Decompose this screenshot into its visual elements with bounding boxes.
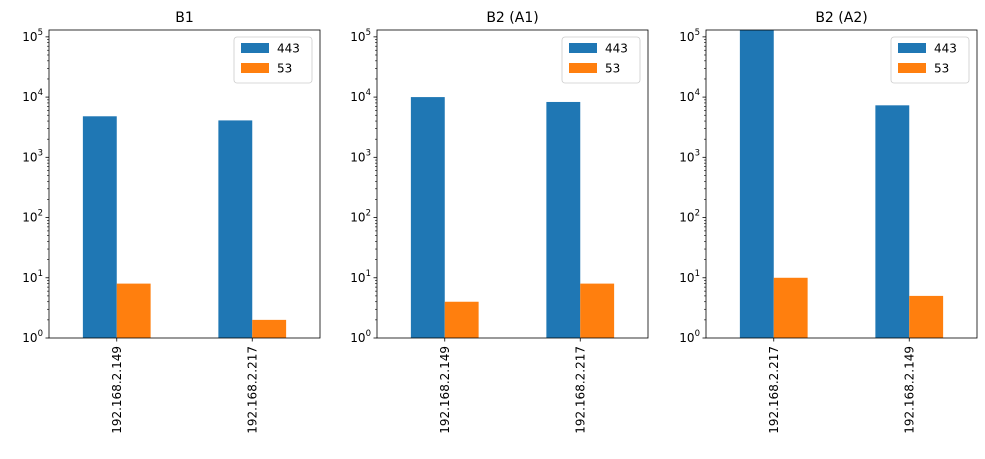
bar [252,319,287,338]
y-tick-label: 104 [350,88,371,104]
y-tick-label: 103 [679,148,700,164]
y-tick-label: 103 [350,148,371,164]
legend-label: 53 [934,62,949,76]
legend-swatch [898,43,926,53]
x-tick-label: 192.168.2.149 [902,346,916,434]
bar [82,116,117,339]
bar [580,283,615,338]
bar [875,105,910,338]
legend-label: 443 [277,42,300,56]
x-tick-label: 192.168.2.217 [573,346,587,434]
y-tick-label: 105 [679,28,700,44]
legend-swatch [569,43,597,53]
y-tick-label: 104 [22,88,43,104]
legend-swatch [241,63,269,73]
legend-label: 53 [605,62,620,76]
y-tick-label: 102 [350,209,371,225]
legend-swatch [241,43,269,53]
chart-panel-2: B2 (A1) 100 101 102 103 104 105 192.168.2.149 19… [350,10,649,434]
x-tick-label: 192.168.2.149 [438,346,452,434]
chart-panel-1: B1 100 101 102 103 104 105 192.168.2.149 192.168… [22,10,321,434]
y-tick-label: 101 [350,269,371,285]
bar [739,30,774,338]
y-tick-label: 103 [22,148,43,164]
chart-title: B2 (A1) [486,10,538,26]
y-tick-label: 102 [22,209,43,225]
x-tick-label: 192.168.2.217 [767,346,781,434]
axes-frame [705,29,978,339]
chart-title: B1 [175,10,194,26]
bar [546,101,581,338]
bar [218,120,253,339]
chart-panel-3: B2 (A2) 100 101 102 103 104 105 192.168.2.217 19… [679,10,978,434]
y-tick-label: 100 [22,329,43,345]
y-tick-label: 100 [679,329,700,345]
bar [410,97,445,338]
legend-swatch [569,63,597,73]
y-tick-label: 105 [22,28,43,44]
chart-title: B2 (A2) [815,10,867,26]
bar [773,277,808,338]
x-tick-label: 192.168.2.149 [110,346,124,434]
axes-frame [48,29,321,339]
legend-label: 443 [934,42,957,56]
x-tick-label: 192.168.2.217 [245,346,259,434]
y-tick-label: 104 [679,88,700,104]
y-tick-label: 101 [679,269,700,285]
legend-label: 53 [277,62,292,76]
y-tick-label: 105 [350,28,371,44]
y-tick-label: 101 [22,269,43,285]
legend-swatch [898,63,926,73]
bar [909,295,944,338]
bar [116,283,151,338]
bar [444,301,479,338]
axes-frame [376,29,649,339]
y-tick-label: 100 [350,329,371,345]
y-tick-label: 102 [679,209,700,225]
legend-label: 443 [605,42,628,56]
